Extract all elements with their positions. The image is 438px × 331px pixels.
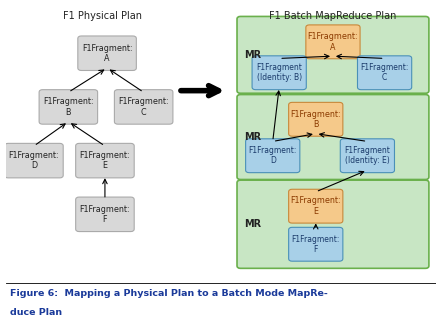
Text: F1Fragment:
F: F1Fragment: F: [291, 235, 339, 254]
FancyBboxPatch shape: [39, 90, 97, 124]
Text: MR: MR: [244, 219, 261, 229]
Text: F1Fragment:
B: F1Fragment: B: [43, 97, 93, 117]
Text: F1Fragment:
D: F1Fragment: D: [248, 146, 296, 166]
Text: F1Fragment
(Identity: B): F1Fragment (Identity: B): [256, 63, 301, 82]
FancyBboxPatch shape: [75, 197, 134, 232]
FancyBboxPatch shape: [237, 95, 428, 179]
FancyBboxPatch shape: [75, 143, 134, 178]
FancyBboxPatch shape: [237, 180, 428, 268]
FancyBboxPatch shape: [288, 102, 342, 136]
Text: duce Plan: duce Plan: [10, 308, 62, 317]
FancyBboxPatch shape: [78, 36, 136, 71]
Text: F1 Batch MapReduce Plan: F1 Batch MapReduce Plan: [268, 11, 396, 21]
FancyBboxPatch shape: [288, 227, 342, 261]
Text: F1Fragment:
F: F1Fragment: F: [79, 205, 130, 224]
Text: F1Fragment:
A: F1Fragment: A: [81, 43, 132, 63]
FancyBboxPatch shape: [5, 143, 63, 178]
Text: F1Fragment:
A: F1Fragment: A: [307, 32, 357, 52]
Text: F1Fragment
(Identity: E): F1Fragment (Identity: E): [344, 146, 389, 166]
FancyBboxPatch shape: [114, 90, 173, 124]
FancyBboxPatch shape: [245, 139, 299, 173]
Text: F1Fragment:
E: F1Fragment: E: [79, 151, 130, 170]
Text: MR: MR: [244, 132, 261, 142]
FancyBboxPatch shape: [357, 56, 411, 90]
Text: F1Fragment:
D: F1Fragment: D: [9, 151, 59, 170]
FancyBboxPatch shape: [251, 56, 306, 90]
Text: MR: MR: [244, 50, 261, 60]
Text: F1Fragment:
E: F1Fragment: E: [290, 197, 340, 216]
Text: Figure 6:  Mapping a Physical Plan to a Batch Mode MapRe-: Figure 6: Mapping a Physical Plan to a B…: [10, 289, 327, 298]
FancyBboxPatch shape: [339, 139, 394, 173]
Text: F1 Physical Plan: F1 Physical Plan: [63, 11, 142, 21]
Text: F1Fragment:
B: F1Fragment: B: [290, 110, 340, 129]
Text: F1Fragment:
C: F1Fragment: C: [360, 63, 408, 82]
FancyBboxPatch shape: [305, 25, 359, 59]
FancyBboxPatch shape: [288, 189, 342, 223]
Text: F1Fragment:
C: F1Fragment: C: [118, 97, 169, 117]
FancyBboxPatch shape: [237, 17, 428, 93]
